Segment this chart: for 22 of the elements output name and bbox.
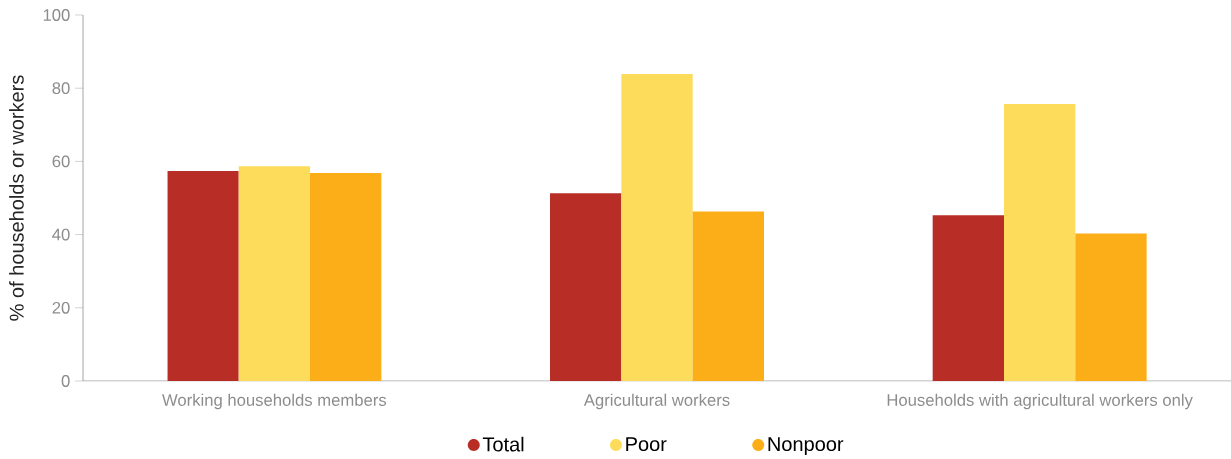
y-axis-title: % of households or workers [9, 75, 24, 321]
bar [238, 166, 311, 381]
legend-label: Total [482, 436, 524, 452]
y-tick-label: 100 [43, 9, 70, 21]
bar [1004, 103, 1076, 381]
y-tick-label: 40 [52, 228, 70, 241]
bar [550, 193, 622, 381]
bar [1075, 233, 1147, 381]
y-tick-label: 0 [61, 375, 70, 387]
bar [167, 170, 239, 381]
x-tick-label: Agricultural workers [583, 393, 730, 410]
y-tick-label: 60 [52, 155, 70, 168]
legend-label: Poor [626, 437, 667, 452]
bar [692, 211, 765, 381]
legend-label: Nonpoor [768, 437, 844, 456]
y-tick-label: 80 [52, 82, 70, 95]
y-tick-label: 20 [52, 301, 70, 314]
x-tick-label: Working households members [162, 393, 387, 410]
bar [932, 215, 1004, 381]
bar [621, 73, 693, 381]
x-tick-label: Households with agricultural workers only [887, 393, 1193, 410]
bar [310, 173, 382, 381]
